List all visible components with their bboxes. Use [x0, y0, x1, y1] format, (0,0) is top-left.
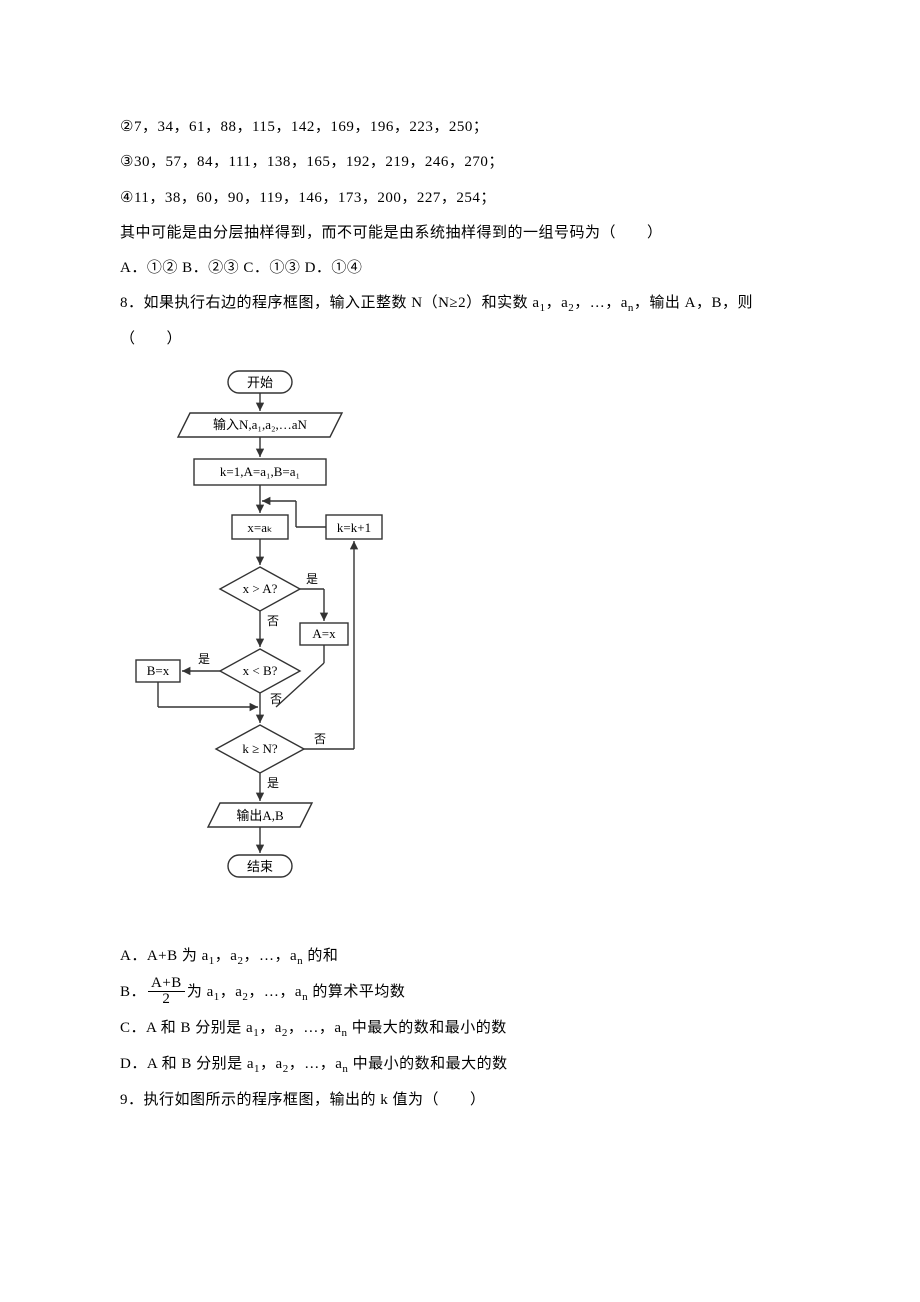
q8c-tail: 中最大的数和最小的数: [348, 1020, 507, 1036]
flow-yes-1: 是: [306, 572, 318, 586]
q8-option-a: A．A+B 为 a1，a2，…，an 的和: [120, 939, 800, 975]
q8b-m2: ，…，a: [248, 984, 302, 1000]
flowchart-q8: 开始 输入N,a₁,a₂,…aN k=1,A=a₁,B=a₁ x=aₖ k=k+…: [128, 363, 408, 933]
flow-init: k=1,A=a₁,B=a₁: [220, 464, 300, 479]
flow-end: 结束: [247, 859, 273, 874]
sequence-question: 其中可能是由分层抽样得到，而不可能是由系统抽样得到的一组号码为（ ）: [120, 216, 800, 251]
q8-option-b: B．A+B2为 a1，a2，…，an 的算术平均数: [120, 975, 800, 1011]
sequence-4: ④11，38，60，90，119，146，173，200，227，254；: [120, 181, 800, 216]
flow-yes-3: 是: [267, 776, 279, 790]
q8d-m2: ，…，a: [289, 1056, 343, 1072]
flow-Aeqx: A=x: [312, 626, 336, 641]
flow-yes-2: 是: [198, 652, 210, 666]
sequence-3: ③30，57，84，111，138，165，192，219，246，270；: [120, 145, 800, 180]
flow-no-3: 否: [314, 732, 326, 746]
frac-num: A+B: [148, 976, 185, 992]
flow-kpp: k=k+1: [337, 520, 371, 535]
q8c-m1: ，a: [259, 1020, 282, 1036]
flow-xgtA: x > A?: [243, 581, 278, 596]
q8d-tail: 中最小的数和最大的数: [348, 1056, 507, 1072]
flow-kgeN: k ≥ N?: [242, 741, 278, 756]
q8-stem-c: ，…，a: [574, 295, 628, 311]
frac-den: 2: [148, 991, 185, 1008]
flow-xak: x=aₖ: [247, 520, 272, 535]
q8-paren: （ ）: [120, 322, 800, 357]
q8-stem-b: ，a: [546, 295, 569, 311]
flow-input: 输入N,a₁,a₂,…aN: [213, 417, 308, 432]
q8c-m2: ，…，a: [288, 1020, 342, 1036]
q8b-m1: ，a: [220, 984, 243, 1000]
q8d-m1: ，a: [260, 1056, 283, 1072]
q8b-tail: 的算术平均数: [308, 984, 405, 1000]
sequence-2: ②7，34，61，88，115，142，169，196，223，250；: [120, 110, 800, 145]
q8-stem: 8．如果执行右边的程序框图，输入正整数 N（N≥2）和实数 a1，a2，…，an…: [120, 286, 800, 322]
sequence-options: A．①② B．②③ C．①③ D．①④: [120, 251, 800, 286]
q8b-pre: B．: [120, 984, 146, 1000]
flow-xltB: x < B?: [243, 663, 278, 678]
q8-option-c: C．A 和 B 分别是 a1，a2，…，an 中最大的数和最小的数: [120, 1011, 800, 1047]
q8a-tail: 的和: [303, 948, 338, 964]
q8a-pre: A．A+B 为 a: [120, 948, 209, 964]
q8d-pre: D．A 和 B 分别是 a: [120, 1056, 254, 1072]
q8c-pre: C．A 和 B 分别是 a: [120, 1020, 253, 1036]
flow-start: 开始: [247, 375, 273, 390]
q8b-m0: 为 a: [187, 984, 214, 1000]
fraction-ab-over-2: A+B2: [148, 976, 185, 1009]
q8-stem-a: 8．如果执行右边的程序框图，输入正整数 N（N≥2）和实数 a: [120, 295, 540, 311]
q9-stem: 9．执行如图所示的程序框图，输出的 k 值为（ ）: [120, 1083, 800, 1118]
flow-no-1: 否: [267, 614, 279, 628]
flow-Beqx: B=x: [147, 663, 170, 678]
q8a-m1: ，a: [215, 948, 238, 964]
q8a-m2: ，…，a: [243, 948, 297, 964]
q8-stem-d: ，输出 A，B，则: [634, 295, 753, 311]
flow-out: 输出A,B: [236, 808, 284, 823]
q8-option-d: D．A 和 B 分别是 a1，a2，…，an 中最小的数和最大的数: [120, 1047, 800, 1083]
